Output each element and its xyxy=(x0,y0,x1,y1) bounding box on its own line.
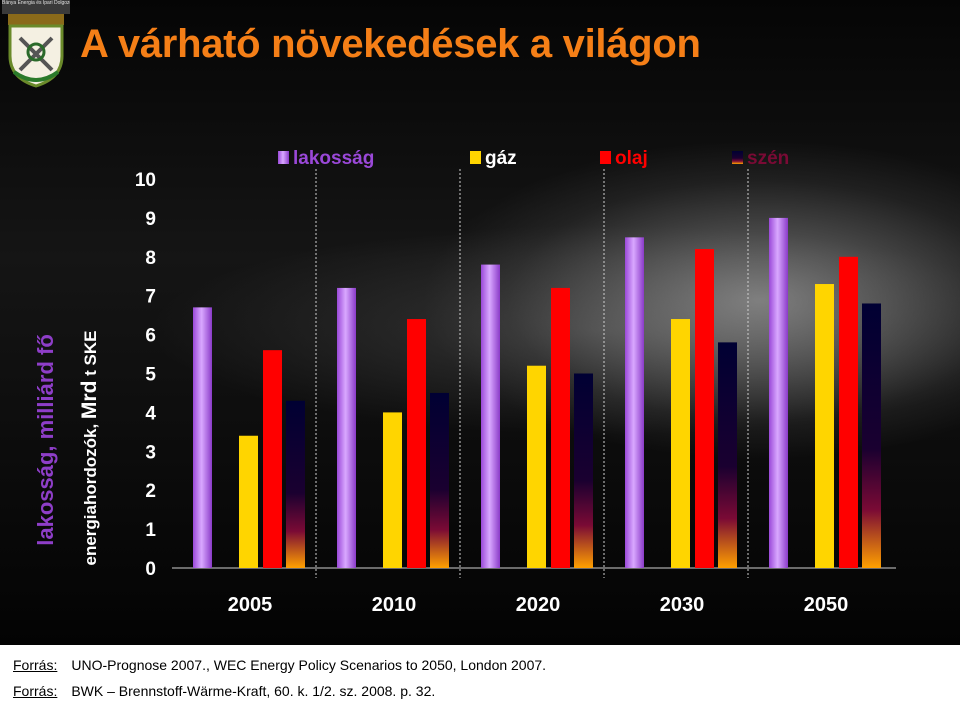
x-tick-label: 2010 xyxy=(372,594,417,616)
source-line-1: Forrás: UNO-Prognose 2007., WEC Energy Po… xyxy=(13,657,546,673)
bar-olaj-2010 xyxy=(407,319,426,568)
y-tick-label: 7 xyxy=(145,287,156,308)
bar-gaz-2050 xyxy=(815,284,834,568)
legend-label-gaz: gáz xyxy=(485,148,517,169)
bar-szen-2020 xyxy=(574,373,593,568)
y-tick-label: 9 xyxy=(145,209,156,230)
bar-gaz-2030 xyxy=(671,319,690,568)
legend-label-lakossag: lakosság xyxy=(293,148,374,169)
bar-gaz-2020 xyxy=(527,365,546,568)
y-tick-label: 2 xyxy=(145,481,156,502)
bar-gaz-2010 xyxy=(383,412,402,568)
y-tick-label: 6 xyxy=(145,326,156,347)
bar-szen-2010 xyxy=(430,392,449,568)
logo-top-text: Bánya Energia és Ipari Dolgozók Szakszer… xyxy=(2,0,70,14)
y-tick-label: 8 xyxy=(145,248,156,269)
bar-szen-2050 xyxy=(862,303,881,568)
source-text-1: UNO-Prognose 2007., WEC Energy Policy Sc… xyxy=(71,657,547,673)
bar-olaj-2020 xyxy=(551,287,570,568)
bar-lakossag-2030 xyxy=(625,237,644,568)
slide-background xyxy=(0,0,960,645)
y-tick-label: 5 xyxy=(145,365,156,386)
source-label-1: Forrás: xyxy=(13,657,58,673)
legend-swatch-gaz xyxy=(470,151,481,164)
legend-swatch-olaj xyxy=(600,151,611,164)
logo-shield-icon xyxy=(8,14,64,88)
y-tick-label: 1 xyxy=(145,520,156,541)
x-tick-label: 2005 xyxy=(228,594,273,616)
bar-olaj-2005 xyxy=(263,350,282,568)
bar-lakossag-2005 xyxy=(193,307,212,568)
bar-szen-2005 xyxy=(286,400,305,568)
x-tick-label: 2050 xyxy=(804,594,849,616)
legend-swatch-lakossag xyxy=(278,151,289,164)
bar-chart: 0 1 2 3 4 5 6 7 8 9 10 2005 2010 2020 2030 2050 lakoss… xyxy=(135,148,896,616)
y-tick-label: 3 xyxy=(145,442,156,463)
bar-lakossag-2050 xyxy=(769,217,788,568)
bar-gaz-2005 xyxy=(239,435,258,568)
bar-szen-2030 xyxy=(718,342,737,568)
legend-label-szen: szén xyxy=(747,148,789,169)
source-label-2: Forrás: xyxy=(13,683,58,699)
y-tick-label: 0 xyxy=(145,559,156,580)
source-line-2: Forrás: BWK – Brennstoff-Wärme-Kraft, 60.… xyxy=(13,683,435,699)
y-tick-label: 10 xyxy=(135,170,156,191)
union-logo: Bánya Energia és Ipari Dolgozók Szakszer… xyxy=(2,0,70,88)
x-tick-label: 2030 xyxy=(660,594,705,616)
bar-lakossag-2020 xyxy=(481,264,500,568)
bar-olaj-2050 xyxy=(839,256,858,568)
bar-olaj-2030 xyxy=(695,249,714,568)
x-tick-label: 2020 xyxy=(516,594,561,616)
source-text-2: BWK – Brennstoff-Wärme-Kraft, 60. k. 1/2… xyxy=(71,683,436,699)
legend-swatch-szen xyxy=(732,151,743,164)
legend-label-olaj: olaj xyxy=(615,148,648,169)
bar-lakossag-2010 xyxy=(337,287,356,568)
page-title: A várható növekedések a világon xyxy=(80,22,701,66)
y-tick-label: 4 xyxy=(145,403,156,424)
